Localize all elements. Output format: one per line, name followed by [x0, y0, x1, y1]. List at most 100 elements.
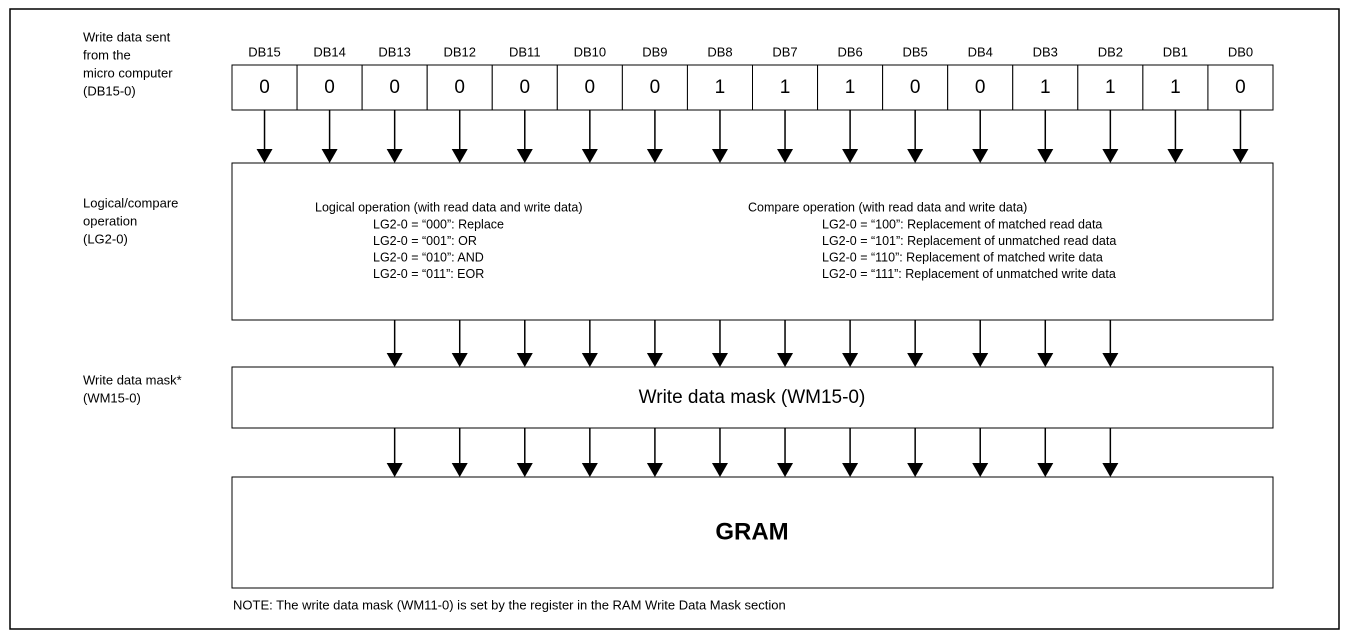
side-label: Write data mask* [83, 372, 182, 387]
bit-box [817, 64, 884, 111]
logical-op: LG2-0 = “010”: AND [373, 250, 484, 264]
bit-value: 0 [389, 77, 400, 98]
arrow-head [1102, 463, 1119, 477]
bit-value: 0 [519, 77, 530, 98]
arrow-head [711, 149, 728, 163]
gram-label: GRAM [715, 518, 788, 545]
arrow-head [516, 463, 533, 477]
arrow-head [1167, 149, 1184, 163]
arrow-head [646, 353, 663, 367]
logical-title: Logical operation (with read data and wr… [315, 200, 583, 214]
bit-name: DB15 [248, 44, 281, 59]
bit-value: 0 [324, 77, 335, 98]
bit-name: DB5 [903, 44, 928, 59]
bit-box [556, 64, 623, 111]
arrow-head [321, 149, 338, 163]
bit-name: DB14 [313, 44, 346, 59]
side-label: from the [83, 47, 131, 62]
bit-name: DB7 [772, 44, 797, 59]
bit-box [621, 64, 688, 111]
arrow-head [1037, 463, 1054, 477]
arrow-head [777, 463, 794, 477]
compare-title: Compare operation (with read data and wr… [748, 200, 1027, 214]
side-label: Write data sent [83, 29, 171, 44]
logical-op: LG2-0 = “000”: Replace [373, 217, 504, 231]
bit-value: 1 [1105, 77, 1116, 98]
bit-value: 1 [715, 77, 726, 98]
arrow-head [256, 149, 273, 163]
arrow-head [711, 463, 728, 477]
mask-box [231, 366, 1274, 429]
arrow-head [386, 463, 403, 477]
bit-name: DB2 [1098, 44, 1123, 59]
arrow-head [516, 149, 533, 163]
bit-value: 0 [1235, 77, 1246, 98]
arrow-head [907, 463, 924, 477]
compare-op: LG2-0 = “101”: Replacement of unmatched … [822, 234, 1116, 248]
arrow-head [972, 463, 989, 477]
arrow-head [451, 353, 468, 367]
arrow-head [777, 353, 794, 367]
logical-op: LG2-0 = “011”: EOR [373, 267, 484, 281]
arrow-head [581, 463, 598, 477]
bit-name: DB4 [968, 44, 993, 59]
bit-name: DB8 [707, 44, 732, 59]
bit-name: DB12 [443, 44, 476, 59]
side-label: (WM15-0) [83, 390, 141, 405]
bit-name: DB3 [1033, 44, 1058, 59]
compare-op: LG2-0 = “111”: Replacement of unmatched … [822, 267, 1116, 281]
arrow-head [842, 353, 859, 367]
arrow-head [646, 149, 663, 163]
bit-value: 0 [259, 77, 270, 98]
bit-name: DB11 [509, 44, 541, 59]
bit-value: 1 [845, 77, 856, 98]
bit-box [1207, 64, 1274, 111]
side-label: Logical/compare [83, 195, 178, 210]
arrow-head [646, 463, 663, 477]
arrow-head [777, 149, 794, 163]
arrow-head [711, 353, 728, 367]
arrow-head [581, 149, 598, 163]
arrow-head [1232, 149, 1249, 163]
bit-name: DB10 [574, 44, 607, 59]
bit-box [686, 64, 753, 111]
bit-name: DB13 [378, 44, 411, 59]
logical-op: LG2-0 = “001”: OR [373, 234, 477, 248]
arrow-head [451, 149, 468, 163]
bit-box [296, 64, 363, 111]
bit-name: DB9 [642, 44, 667, 59]
bit-box [1012, 64, 1079, 111]
arrow-head [1102, 149, 1119, 163]
bit-value: 1 [1170, 77, 1181, 98]
arrow-head [1037, 149, 1054, 163]
arrow-head [907, 353, 924, 367]
arrow-head [581, 353, 598, 367]
arrow-head [972, 149, 989, 163]
bit-name: DB1 [1163, 44, 1188, 59]
bit-value: 0 [910, 77, 921, 98]
side-label: micro computer [83, 65, 173, 80]
bit-box [752, 64, 819, 111]
logical-box [231, 162, 1274, 321]
side-label: operation [83, 213, 137, 228]
arrow-head [1037, 353, 1054, 367]
bit-name: DB0 [1228, 44, 1253, 59]
arrow-head [972, 353, 989, 367]
gram-box [231, 476, 1274, 589]
bit-value: 0 [975, 77, 986, 98]
mask-label: Write data mask (WM15-0) [639, 387, 866, 408]
bit-box [947, 64, 1014, 111]
bit-value: 1 [1040, 77, 1051, 98]
arrow-head [842, 149, 859, 163]
arrow-head [842, 463, 859, 477]
bit-box [426, 64, 493, 111]
bit-name: DB6 [837, 44, 862, 59]
arrow-head [451, 463, 468, 477]
bit-value: 0 [585, 77, 596, 98]
bit-value: 0 [650, 77, 661, 98]
bit-value: 1 [780, 77, 791, 98]
side-label: (DB15-0) [83, 83, 136, 98]
arrow-head [386, 353, 403, 367]
compare-op: LG2-0 = “110”: Replacement of matched wr… [822, 250, 1103, 264]
